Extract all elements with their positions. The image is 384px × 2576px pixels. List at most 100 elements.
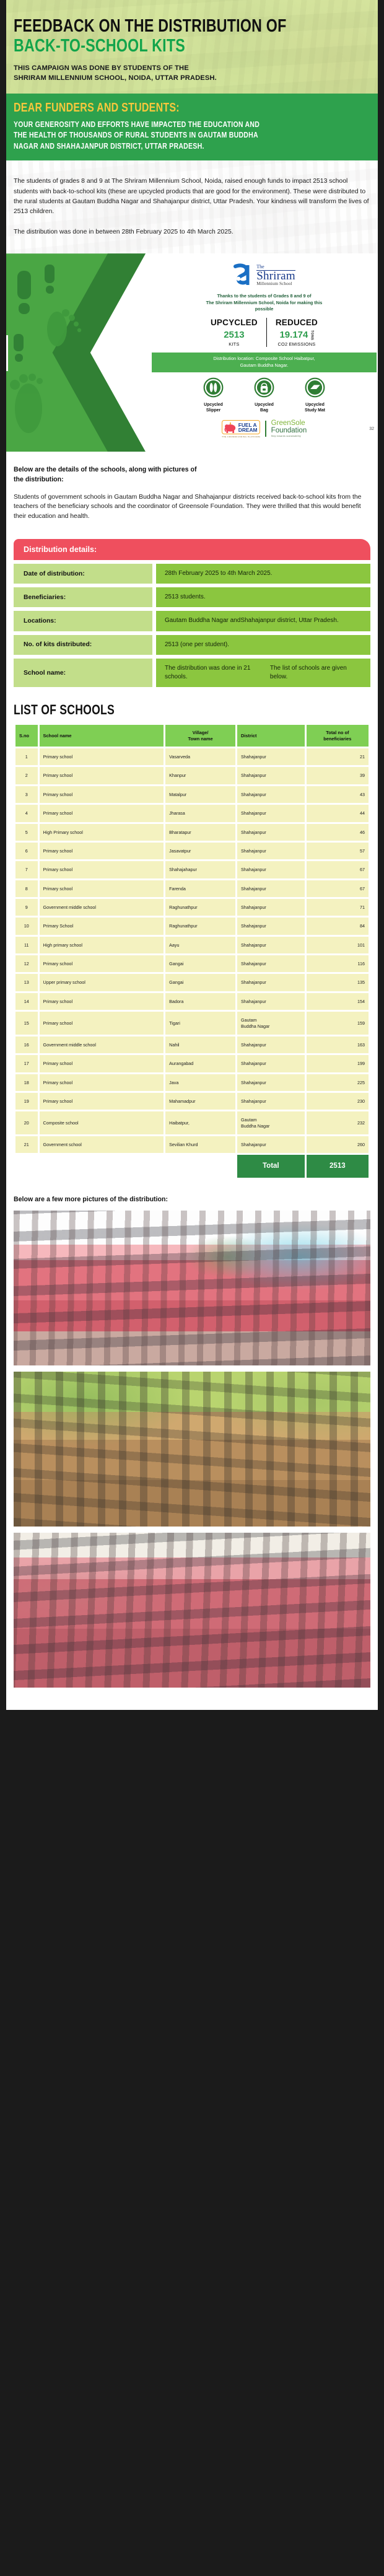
table-row: 8 Primary school Farenda Shahajanpur 67 — [15, 880, 369, 897]
schools-section-title: LIST OF SCHOOLS — [14, 702, 115, 718]
table-cell: Primary school — [39, 1055, 164, 1072]
table-cell: 17 — [15, 1055, 38, 1072]
schools-table-header-cell: Total no of beneficiaries — [306, 725, 369, 747]
right-rail — [378, 0, 384, 1711]
table-row: 1 Primary school Vasarveda Shahajanpur 21 — [15, 748, 369, 766]
schools-table-header-cell: Village/Town name — [165, 725, 235, 747]
table-row: 4 Primary school Jharasa Shahajanpur 44 — [15, 805, 369, 822]
thanks-line3: possible — [255, 306, 274, 312]
table-cell: Shahajanpur — [237, 992, 305, 1010]
table-cell: Primary school — [39, 805, 164, 822]
hero-subtitle-line1: THIS CAMPAIGN WAS DONE BY STUDENTS OF TH… — [14, 64, 189, 72]
table-cell: Primary school — [39, 767, 164, 784]
table-row: 2 Primary school Khanpur Shahajanpur 39 — [15, 767, 369, 784]
table-spacer-cell — [15, 1155, 38, 1178]
distribution-location-bar: Distribution location: Composite School … — [152, 353, 377, 372]
shriram-logo: The Shriram Millennium School — [152, 261, 377, 289]
distribution-detail-key: Beneficiaries: — [14, 587, 152, 608]
kit-bag-label: Upcycled Bag — [244, 403, 285, 414]
table-cell: 39 — [306, 767, 369, 784]
kit-slipper: Upcycled Slipper — [193, 377, 234, 414]
table-cell: 7 — [15, 861, 38, 878]
funders-band-line1: YOUR GENEROSITY AND EFFORTS HAVE IMPACTE… — [14, 119, 260, 129]
greensole-line1: GreenSole — [271, 419, 305, 427]
shriram-logo-icon — [233, 263, 250, 286]
table-cell: Aurangabad — [165, 1055, 235, 1072]
fad-caption: THE CROWDFUNDING PLATFORM — [222, 435, 261, 438]
distribution-detail-value: The distribution was done in 21 schools.… — [156, 658, 370, 688]
table-cell: Shahajanpur — [237, 786, 305, 804]
table-row: 7 Primary school Shahajahapur Shahajanpur 67 — [15, 861, 369, 878]
hero-tint-overlay — [0, 0, 384, 94]
stat-upcycled: UPCYCLED 2513 KITS — [202, 318, 266, 347]
details-lead-line1: Below are the details of the schools, al… — [14, 466, 197, 474]
table-row: 19 Primary school Mahamadpur Shahajanpur 230 — [15, 1092, 369, 1110]
details-lead: Below are the details of the schools, al… — [14, 465, 370, 484]
table-cell: Raghunathpur — [165, 899, 235, 916]
table-cell: Aayu — [165, 936, 235, 954]
footprints-graphic — [10, 265, 82, 434]
kit-bag: Upcycled Bag — [244, 377, 285, 414]
infographic-page: FEEDBACK ON THE DISTRIBUTION OF BACK-TO-… — [0, 0, 384, 1711]
table-cell: Shahajanpur — [237, 974, 305, 991]
stat-reduced: REDUCED 19.174 TONS CO2 EMISSIONS — [266, 318, 326, 348]
table-cell: 260 — [306, 1136, 369, 1154]
table-cell: 101 — [306, 936, 369, 954]
table-cell: Gautam Buddha Nagar — [237, 1111, 305, 1135]
hero-section: FEEDBACK ON THE DISTRIBUTION OF BACK-TO-… — [0, 0, 384, 94]
distribution-detail-value: 2513 students. — [156, 587, 370, 608]
table-row: 11 High primary school Aayu Shahajanpur 101 — [15, 936, 369, 954]
table-cell: 12 — [15, 955, 38, 973]
kit-mat-line1: Upcycled — [305, 402, 325, 407]
table-cell: 57 — [306, 842, 369, 860]
distribution-detail-value: 2513 (one per student). — [156, 634, 370, 655]
stat-upcycled-label: UPCYCLED — [210, 318, 258, 328]
table-cell: Government middle school — [39, 899, 164, 916]
table-cell: Shahajanpur — [237, 861, 305, 878]
table-cell: Shahajanpur — [237, 1036, 305, 1054]
table-cell: Shahajahapur — [165, 861, 235, 878]
table-cell: Shahajanpur — [237, 955, 305, 973]
table-cell: 116 — [306, 955, 369, 973]
photos-lead: Below are a few more pictures of the dis… — [14, 1196, 168, 1204]
table-cell: Primary school — [39, 1074, 164, 1091]
logo-tagline: Millennium School — [256, 281, 292, 286]
table-cell: Sevilian Khurd — [165, 1136, 235, 1154]
schools-table-header-row: S.no School name Village/Town name District… — [15, 725, 369, 747]
table-cell: Shahajanpur — [237, 936, 305, 954]
table-cell: 3 — [15, 786, 38, 804]
distribution-detail-key: Locations: — [14, 611, 152, 631]
schools-table-header-cell: S.no — [15, 725, 38, 747]
table-cell: 71 — [306, 899, 369, 916]
distribution-detail-value: 28th February 2025 to 4th March 2025. — [156, 564, 370, 584]
logo-the-text: The — [256, 263, 264, 269]
table-cell: 10 — [15, 918, 38, 935]
kit-bag-line1: Upcycled — [255, 402, 274, 407]
kit-study-mat: Upcycled Study Mat — [295, 377, 336, 414]
table-cell: 154 — [306, 992, 369, 1010]
table-cell: Primary school — [39, 880, 164, 897]
kit-items: Upcycled Slipper Upcycled Bag — [152, 377, 377, 414]
funders-band: DEAR FUNDERS AND STUDENTS: YOUR GENEROSI… — [0, 93, 384, 161]
table-cell: Primary school — [39, 786, 164, 804]
table-cell: Primary school — [39, 955, 164, 973]
table-cell: 15 — [15, 1012, 38, 1035]
kit-slipper-line2: Slipper — [206, 408, 221, 413]
table-cell: Haibatpur, — [165, 1111, 235, 1135]
funders-band-title: DEAR FUNDERS AND STUDENTS: — [14, 100, 180, 115]
distribution-detail-row: No. of kits distributed: 2513 (one per st… — [14, 634, 370, 655]
stat-upcycled-value: 2513 — [224, 330, 245, 341]
table-cell: 9 — [15, 899, 38, 916]
thanks-line2: The Shriram Millennium School, Noida for… — [206, 299, 323, 305]
table-cell: Primary school — [39, 842, 164, 860]
location-line1: Distribution location: Composite School … — [213, 356, 315, 362]
table-cell: 46 — [306, 823, 369, 841]
table-cell: 67 — [306, 861, 369, 878]
table-cell: 163 — [306, 1036, 369, 1054]
photos-section: Below are a few more pictures of the dis… — [0, 1180, 384, 1711]
page-title-line1: FEEDBACK ON THE DISTRIBUTION OF — [14, 16, 287, 36]
table-cell: 84 — [306, 918, 369, 935]
table-cell: Vasarveda — [165, 748, 235, 766]
table-cell: Primary school — [39, 748, 164, 766]
kit-mat-line2: Study Mat — [305, 408, 325, 413]
